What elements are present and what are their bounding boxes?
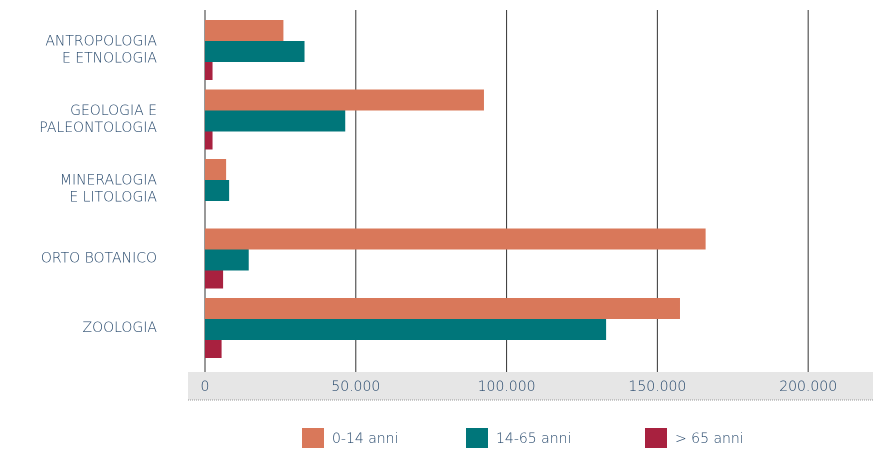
bar	[205, 319, 607, 340]
legend-label: 14-65 anni	[496, 431, 571, 447]
legend-swatch	[302, 428, 324, 448]
x-tick-label: 200.000	[779, 379, 837, 395]
bar	[205, 41, 305, 62]
y-tick-label: ZOOLOGIA	[82, 320, 157, 336]
bar	[205, 62, 213, 80]
bar	[205, 298, 680, 319]
bar	[205, 270, 224, 289]
y-tick-label: MINERALOGIA E LITOLOGIA	[60, 173, 158, 206]
legend-label: 0-14 anni	[332, 431, 398, 447]
bar	[205, 340, 222, 358]
bar	[205, 20, 284, 41]
x-tick-label: 100.000	[478, 379, 536, 395]
bar	[205, 159, 227, 180]
x-tick-label: 150.000	[628, 379, 686, 395]
bar	[205, 131, 213, 150]
x-tick-label: 0	[201, 379, 210, 395]
y-tick-label: ORTO BOTANICO	[41, 251, 157, 267]
legend-label: > 65 anni	[675, 431, 744, 447]
axis-band	[188, 372, 873, 400]
legend-swatch	[466, 428, 488, 448]
legend-swatch	[645, 428, 667, 448]
y-tick-label: ANTROPOLOGIA E ETNOLOGIA	[45, 34, 157, 67]
bar	[205, 249, 249, 271]
bar	[205, 180, 230, 201]
x-tick-label: 50.000	[331, 379, 380, 395]
bar	[205, 110, 346, 132]
bar	[205, 228, 706, 250]
bar	[205, 89, 484, 111]
y-tick-label: GEOLOGIA E PALEONTOLOGIA	[39, 103, 157, 136]
